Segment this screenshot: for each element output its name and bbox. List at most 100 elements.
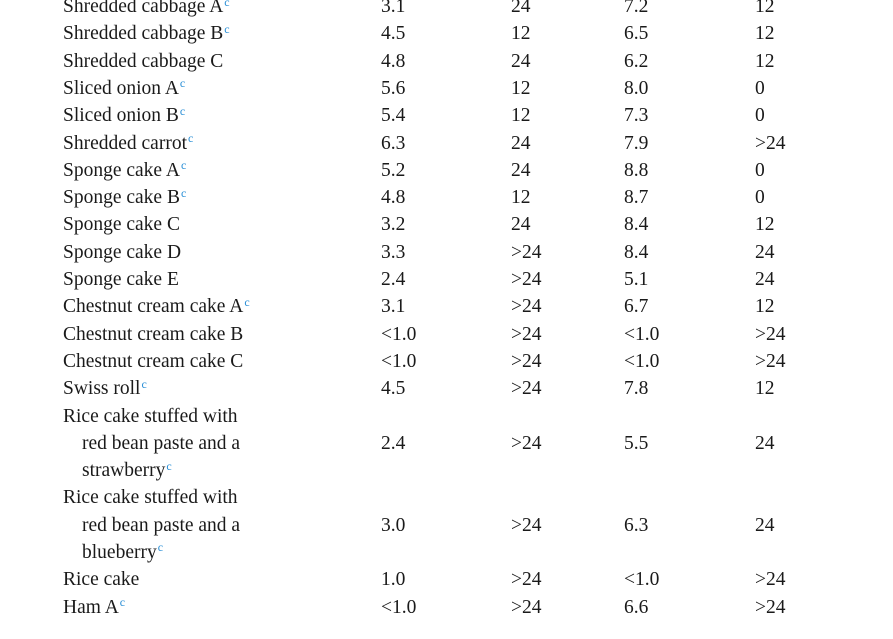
- value-cell-v4: 24: [755, 514, 775, 536]
- value-cell-v3: 6.2: [624, 50, 649, 72]
- value-cell-v1: 3.3: [381, 241, 406, 263]
- food-name-line: Sliced onion Ac: [63, 76, 186, 99]
- food-name-line: Sponge cake Bc: [63, 185, 187, 209]
- food-name-line: Sliced onion Bc: [63, 103, 186, 127]
- value-cell-v3: <1.0: [624, 350, 660, 372]
- value-cell-v3: <1.0: [624, 323, 660, 345]
- food-name-line: Shredded cabbage C: [63, 50, 224, 72]
- food-name-line: Chestnut cream cake C: [63, 350, 244, 372]
- table-row: Sponge cake D 3.3 >24 8.4 24: [0, 239, 893, 266]
- table-row: Shredded cabbage Bc 4.5 12 6.5 12: [0, 20, 893, 47]
- table-row: Sponge cake C 3.2 24 8.4 12: [0, 211, 893, 238]
- value-cell-v4: >24: [755, 323, 786, 345]
- food-name-cell: Chestnut cream cake C: [63, 348, 243, 375]
- value-cell-v1: 5.4: [381, 105, 406, 127]
- value-cell-v4: 0: [755, 105, 765, 127]
- value-cell-v1: 4.5: [381, 23, 406, 45]
- food-name-line: Swiss rollc: [63, 376, 147, 400]
- value-cell-v4: >24: [755, 596, 786, 618]
- footnote-mark: c: [166, 458, 172, 473]
- value-cell-v3: 8.4: [624, 241, 649, 263]
- table-row: Shredded cabbage C 4.8 24 6.2 12: [0, 48, 893, 75]
- food-name-line: Rice cake stuffed with: [63, 405, 238, 427]
- value-cell-v4: 12: [755, 378, 775, 400]
- value-cell-v1: 2.4: [381, 269, 406, 290]
- table-row: Chestnut cream cake C <1.0 >24 <1.0 >24: [0, 348, 893, 375]
- table-row: Chestnut cream cake B <1.0 >24 <1.0 >24: [0, 321, 893, 348]
- value-cell-v2: >24: [511, 378, 542, 400]
- value-cell-v3: 5.1: [624, 269, 649, 290]
- food-name-line: Ham Ac: [63, 595, 126, 618]
- value-cell-v3: 6.6: [624, 596, 649, 618]
- food-name-line: Sponge cake E: [63, 269, 179, 290]
- value-cell-v4: 12: [755, 296, 775, 318]
- value-cell-v3: 6.7: [624, 296, 649, 318]
- food-name-line: Sponge cake Ac: [63, 158, 187, 181]
- value-cell-v3: 8.0: [624, 77, 649, 99]
- value-cell-v1: 4.5: [381, 378, 406, 400]
- footnote-mark: c: [224, 0, 230, 9]
- value-cell-v4: >24: [755, 350, 786, 372]
- table-row: Sliced onion Bc 5.4 12 7.3 0: [0, 102, 893, 129]
- food-name-line: strawberryc: [82, 458, 172, 482]
- value-cell-v4: 12: [755, 23, 775, 45]
- table-row: Chestnut cream cake Ac 3.1 >24 6.7 12: [0, 293, 893, 320]
- table-row: Sliced onion Ac 5.6 12 8.0 0: [0, 75, 893, 102]
- value-cell-v4: >24: [755, 132, 786, 154]
- footnote-mark: c: [179, 103, 186, 118]
- value-cell-v1: <1.0: [381, 323, 417, 345]
- value-cell-v1: 2.4: [381, 432, 406, 454]
- food-name-line: Shredded cabbage Bc: [63, 21, 230, 45]
- value-cell-v3: <1.0: [624, 569, 660, 591]
- value-cell-v1: 3.1: [381, 0, 406, 17]
- table-row: Swiss rollc 4.5 >24 7.8 12: [0, 375, 893, 402]
- value-cell-v3: 7.8: [624, 378, 649, 400]
- value-cell-v3: 5.5: [624, 432, 649, 454]
- food-name-cell: Rice cake: [63, 566, 139, 593]
- value-cell-v1: 1.0: [381, 569, 406, 591]
- food-name-cell: Chestnut cream cake B: [63, 321, 243, 348]
- value-cell-v3: 7.2: [624, 0, 649, 17]
- value-cell-v2: >24: [511, 323, 542, 345]
- food-name-line: red bean paste and a: [82, 514, 241, 536]
- value-cell-v4: 12: [755, 50, 775, 72]
- food-name-line: Shredded carrotc: [63, 131, 194, 154]
- footnote-mark: c: [157, 540, 164, 555]
- value-cell-v2: >24: [511, 432, 542, 454]
- value-cell-v4: 0: [755, 77, 765, 99]
- food-name-cell: Ham Ac: [63, 594, 125, 621]
- footnote-mark: c: [244, 294, 250, 309]
- value-cell-v3: 7.3: [624, 105, 649, 127]
- value-cell-v1: 5.2: [381, 159, 406, 181]
- table-row: Rice cake 1.0 >24 <1.0 >24: [0, 566, 893, 593]
- value-cell-v4: 24: [755, 432, 775, 454]
- value-cell-v3: 8.8: [624, 159, 649, 181]
- value-cell-v2: 12: [511, 77, 531, 99]
- food-name-cell: Shredded carrotc: [63, 130, 193, 157]
- food-name-line: Rice cake stuffed with: [63, 487, 238, 509]
- food-name-line: Shredded cabbage Ac: [63, 0, 230, 20]
- value-cell-v2: 12: [511, 23, 531, 45]
- food-name-cell: Rice cake stuffed with red bean paste and…: [63, 484, 240, 566]
- food-name-line: Sponge cake D: [63, 241, 182, 263]
- footnote-mark: c: [180, 185, 187, 200]
- footnote-mark: c: [119, 595, 126, 610]
- value-cell-v1: 6.3: [381, 132, 406, 154]
- value-cell-v1: 3.2: [381, 214, 406, 236]
- value-cell-v3: 6.5: [624, 23, 649, 45]
- value-cell-v4: 0: [755, 187, 765, 209]
- food-name-cell: Sponge cake Bc: [63, 184, 186, 211]
- value-cell-v2: 24: [511, 214, 531, 236]
- value-cell-v2: >24: [511, 569, 542, 591]
- food-name-cell: Sponge cake E: [63, 266, 179, 293]
- value-cell-v1: <1.0: [381, 596, 417, 618]
- value-cell-v4: 12: [755, 0, 775, 17]
- table-row: Sponge cake E 2.4 >24 5.1 24: [0, 266, 893, 293]
- value-cell-v1: 4.8: [381, 50, 406, 72]
- value-cell-v2: 24: [511, 159, 531, 181]
- value-cell-v1: 4.8: [381, 187, 406, 209]
- footnote-mark: c: [179, 76, 186, 91]
- value-cell-v3: 8.7: [624, 187, 649, 209]
- value-cell-v2: >24: [511, 350, 542, 372]
- food-name-cell: Shredded cabbage Ac: [63, 0, 230, 20]
